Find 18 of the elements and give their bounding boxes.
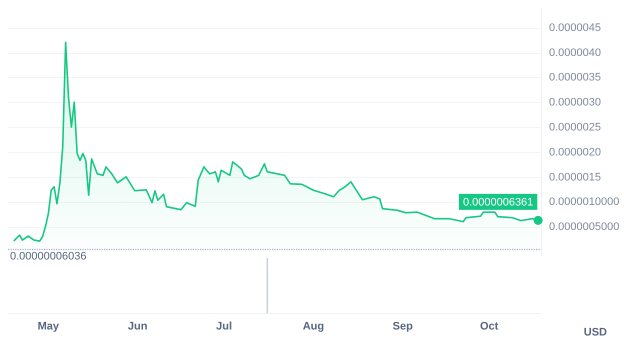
x-tick-label: Jul <box>216 320 232 332</box>
x-tick-label: Jun <box>128 320 148 332</box>
y-tick-label: 0.0000010000 <box>549 196 620 208</box>
y-tick-label: 0.0000015 <box>549 171 601 184</box>
y-tick-label: 0.0000045 <box>549 22 601 34</box>
x-tick-label: May <box>38 320 60 332</box>
y-tick-label: 0.0000005000 <box>549 221 620 234</box>
y-tick-label: 0.0000040 <box>549 46 601 59</box>
x-tick-label: Aug <box>302 320 324 332</box>
y-tick-label: 0.0000035 <box>549 72 601 84</box>
y-axis-title: USD <box>584 326 608 338</box>
y-tick-label: 0.0000020 <box>549 146 601 158</box>
y-tick-label: 0.0000030 <box>549 96 601 109</box>
annotation: 0.0000006361 <box>462 196 534 208</box>
x-tick-label: Sep <box>392 320 414 332</box>
y-tick-label: 0.0000025 <box>549 122 601 134</box>
ref-line-label: 0.00000006036 <box>10 250 86 263</box>
x-tick-label: Oct <box>480 320 499 332</box>
